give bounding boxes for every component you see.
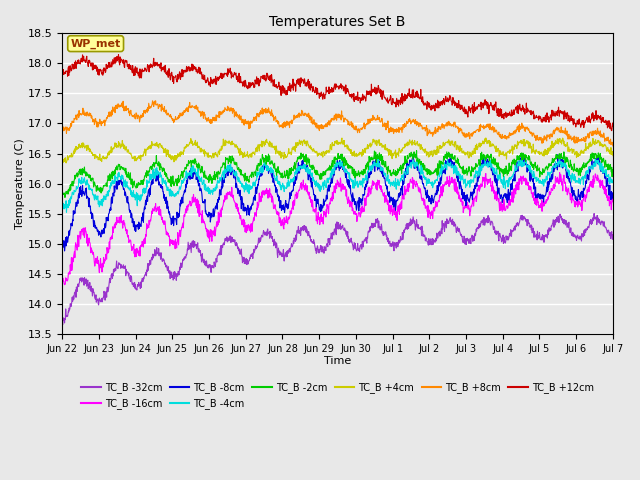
TC_B -2cm: [424, 167, 431, 172]
TC_B +4cm: [243, 152, 250, 157]
Line: TC_B +4cm: TC_B +4cm: [62, 138, 613, 163]
TC_B -16cm: [424, 209, 431, 215]
Line: TC_B -32cm: TC_B -32cm: [62, 214, 613, 325]
TC_B -32cm: [544, 227, 552, 233]
Line: TC_B +12cm: TC_B +12cm: [62, 55, 613, 131]
TC_B -16cm: [495, 201, 503, 207]
TC_B -2cm: [243, 178, 250, 184]
TC_B -2cm: [58, 191, 66, 197]
Title: Temperatures Set B: Temperatures Set B: [269, 15, 406, 29]
Line: TC_B +8cm: TC_B +8cm: [62, 101, 613, 146]
TC_B +8cm: [243, 120, 250, 126]
TC_B -4cm: [609, 180, 617, 185]
TC_B -8cm: [168, 218, 175, 224]
TC_B -8cm: [58, 237, 66, 243]
Line: TC_B -4cm: TC_B -4cm: [62, 156, 613, 212]
TC_B +12cm: [424, 98, 431, 104]
TC_B +12cm: [243, 83, 250, 89]
TC_B -16cm: [544, 194, 552, 200]
TC_B -8cm: [243, 212, 250, 218]
TC_B -32cm: [590, 211, 598, 216]
TC_B -8cm: [544, 188, 552, 193]
TC_B -4cm: [545, 171, 552, 177]
TC_B +4cm: [424, 151, 431, 157]
TC_B +12cm: [181, 68, 189, 73]
TC_B -2cm: [496, 171, 504, 177]
TC_B -4cm: [58, 207, 66, 213]
TC_B -4cm: [496, 175, 504, 181]
TC_B -16cm: [61, 282, 68, 288]
TC_B -16cm: [168, 240, 175, 246]
TC_B +4cm: [181, 145, 189, 151]
TC_B +4cm: [168, 154, 175, 159]
TC_B -2cm: [181, 165, 189, 170]
TC_B -8cm: [424, 187, 431, 193]
TC_B -16cm: [243, 224, 250, 229]
TC_B -32cm: [609, 232, 617, 238]
TC_B -4cm: [181, 174, 189, 180]
TC_B -16cm: [58, 280, 66, 286]
TC_B -16cm: [556, 170, 563, 176]
TC_B +4cm: [58, 159, 66, 165]
Line: TC_B -2cm: TC_B -2cm: [62, 151, 613, 197]
TC_B +12cm: [608, 128, 616, 133]
TC_B -2cm: [413, 148, 420, 154]
TC_B +4cm: [482, 135, 490, 141]
TC_B +8cm: [168, 116, 175, 121]
TC_B +12cm: [609, 123, 617, 129]
Legend: TC_B -32cm, TC_B -16cm, TC_B -8cm, TC_B -4cm, TC_B -2cm, TC_B +4cm, TC_B +8cm, T: TC_B -32cm, TC_B -16cm, TC_B -8cm, TC_B …: [77, 379, 598, 413]
TC_B -2cm: [61, 194, 68, 200]
TC_B +8cm: [544, 134, 552, 140]
Text: WP_met: WP_met: [70, 38, 121, 49]
Line: TC_B -8cm: TC_B -8cm: [62, 155, 613, 251]
TC_B +12cm: [168, 69, 175, 75]
TC_B -8cm: [61, 248, 68, 254]
TC_B +12cm: [544, 113, 552, 119]
TC_B -32cm: [181, 254, 189, 260]
TC_B -4cm: [374, 154, 381, 159]
TC_B -8cm: [181, 187, 189, 192]
Line: TC_B -16cm: TC_B -16cm: [62, 173, 613, 285]
TC_B +4cm: [62, 160, 70, 166]
TC_B -32cm: [495, 231, 503, 237]
TC_B +8cm: [495, 133, 503, 139]
TC_B -16cm: [181, 211, 189, 217]
TC_B -32cm: [243, 262, 250, 267]
TC_B -4cm: [63, 209, 70, 215]
TC_B +12cm: [58, 73, 66, 79]
TC_B -2cm: [609, 168, 617, 173]
Y-axis label: Temperature (C): Temperature (C): [15, 138, 25, 229]
TC_B -8cm: [554, 152, 561, 157]
TC_B +8cm: [424, 133, 431, 139]
TC_B -2cm: [545, 164, 552, 170]
X-axis label: Time: Time: [324, 356, 351, 366]
TC_B +12cm: [495, 108, 503, 114]
TC_B -32cm: [59, 322, 67, 328]
TC_B -32cm: [58, 311, 66, 317]
TC_B +8cm: [148, 98, 156, 104]
TC_B +4cm: [545, 150, 552, 156]
TC_B +4cm: [496, 151, 504, 156]
TC_B -32cm: [424, 239, 431, 244]
TC_B +12cm: [115, 52, 122, 58]
TC_B -16cm: [609, 199, 617, 205]
TC_B -4cm: [168, 190, 175, 195]
TC_B -4cm: [424, 181, 431, 187]
TC_B +4cm: [609, 153, 617, 158]
TC_B -8cm: [609, 196, 617, 202]
TC_B +8cm: [58, 128, 66, 133]
TC_B +8cm: [181, 108, 189, 114]
TC_B -8cm: [495, 190, 503, 195]
TC_B -4cm: [243, 186, 250, 192]
TC_B -2cm: [168, 175, 175, 181]
TC_B -32cm: [168, 269, 175, 275]
TC_B +8cm: [609, 143, 617, 149]
